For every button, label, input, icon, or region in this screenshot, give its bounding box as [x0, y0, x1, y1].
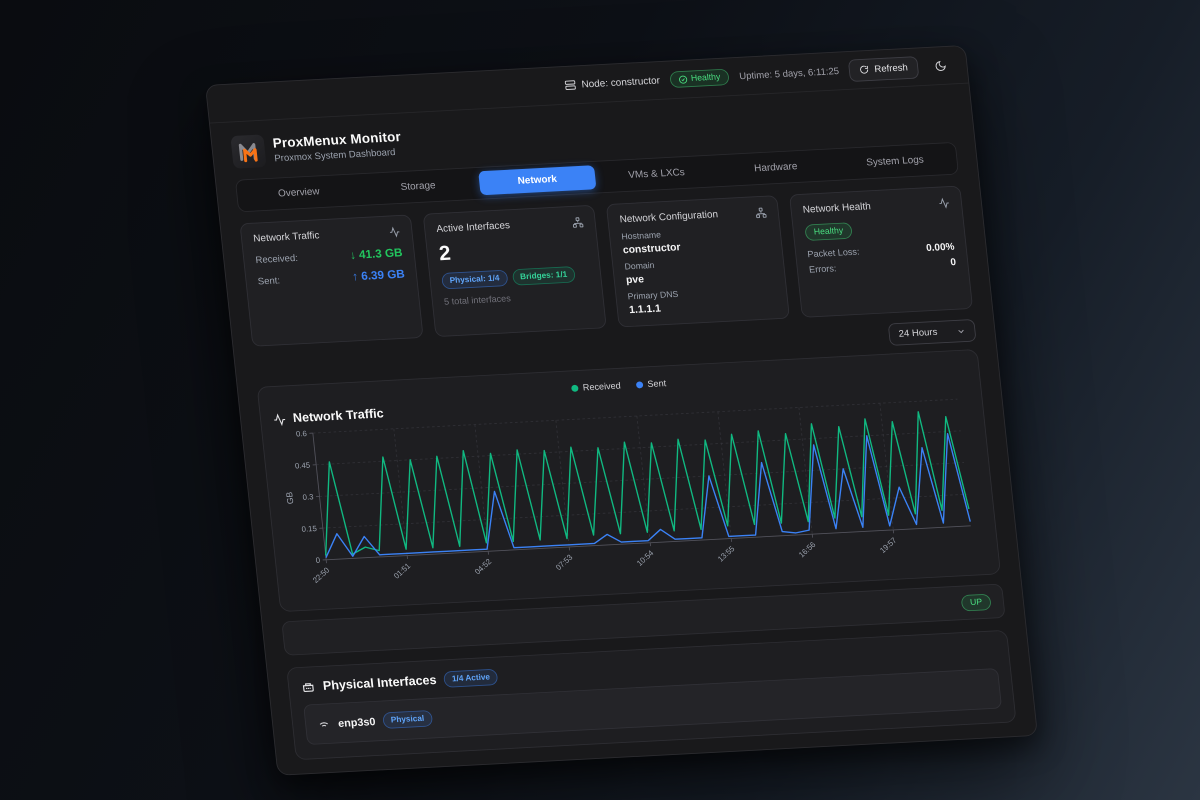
interface-row-enp3s0[interactable]: enp3s0 Physical — [303, 668, 1003, 745]
card-title: Network Configuration — [619, 209, 719, 225]
top-header: Node: constructor Healthy Uptime: 5 days… — [205, 45, 969, 124]
svg-text:0.3: 0.3 — [302, 492, 314, 501]
sent-label: Sent: — [257, 275, 281, 287]
packet-loss-value: 0.00% — [925, 241, 955, 254]
network-traffic-chart: 22:50 01:51 04:52 07:53 10:54 13:55 16:56 19:57… — [284, 398, 971, 585]
brand: ProxMenux Monitor Proxmox System Dashboa… — [230, 95, 955, 171]
moon-icon — [935, 60, 946, 71]
health-card-badge: Healthy — [804, 222, 853, 241]
network-traffic-card: Network Traffic Received: ↓ 41.3 GB Sent… — [239, 214, 424, 347]
bridges-count-badge: Bridges: 1/1 — [511, 266, 576, 286]
network-configuration-card: Network Configuration Hostname construct… — [605, 195, 790, 328]
activity-icon — [274, 412, 286, 426]
dashboard-window: Node: constructor Healthy Uptime: 5 days… — [205, 44, 1038, 776]
legend-dot — [571, 384, 579, 392]
active-interfaces-card: Active Interfaces 2 Physical: 1/4 Bridge… — [422, 204, 607, 338]
network-icon — [572, 217, 584, 228]
legend-item-sent: Sent — [635, 377, 667, 392]
svg-text:16:56: 16:56 — [797, 540, 817, 559]
refresh-button[interactable]: Refresh — [848, 55, 920, 82]
card-title: Active Interfaces — [435, 220, 511, 235]
svg-text:GB: GB — [284, 491, 295, 504]
chevron-down-icon — [958, 329, 964, 333]
card-title: Network Traffic — [252, 230, 320, 245]
health-status-badge: Healthy — [669, 68, 730, 88]
card-title: Network Health — [802, 201, 872, 216]
check-circle-icon — [679, 75, 688, 84]
sent-value: ↑ 6.39 GB — [351, 267, 406, 283]
proxmenux-logo — [230, 134, 267, 169]
wifi-icon — [319, 722, 329, 729]
svg-text:0.45: 0.45 — [295, 461, 311, 471]
node-label: Node: constructor — [580, 75, 661, 90]
physical-count-badge: Physical: 1/4 — [441, 269, 509, 290]
tab-hardware[interactable]: Hardware — [753, 161, 798, 174]
svg-text:0: 0 — [315, 556, 320, 565]
network-health-card: Network Health Healthy Packet Loss: 0.00… — [789, 185, 974, 318]
physical-interfaces-section: Physical Interfaces 1/4 Active enp3s0 Ph… — [286, 629, 1017, 761]
legend-dot — [635, 381, 644, 389]
svg-text:01:51: 01:51 — [392, 561, 412, 580]
svg-text:22:50: 22:50 — [311, 566, 331, 585]
svg-text:0.15: 0.15 — [301, 524, 317, 534]
node-info: Node: constructor — [565, 75, 661, 91]
errors-label: Errors: — [808, 263, 837, 276]
received-label: Received: — [255, 252, 299, 266]
packet-loss-label: Packet Loss: — [806, 246, 861, 260]
interface-type-badge: Physical — [382, 710, 433, 729]
interface-name: enp3s0 — [337, 715, 376, 730]
up-status-badge: UP — [960, 593, 992, 612]
tab-system-logs[interactable]: System Logs — [865, 154, 925, 169]
activity-icon — [939, 197, 949, 209]
time-range-value: 24 Hours — [898, 327, 938, 340]
legend-item-received: Received — [571, 379, 621, 395]
uptime-label: Uptime: 5 days, 6:11:25 — [738, 65, 840, 82]
tab-overview[interactable]: Overview — [277, 186, 321, 200]
errors-value: 0 — [949, 257, 957, 268]
svg-text:13:55: 13:55 — [716, 544, 736, 563]
refresh-icon — [860, 65, 869, 74]
activity-icon — [389, 226, 400, 238]
time-range-select[interactable]: 24 Hours — [888, 319, 977, 346]
theme-toggle-button[interactable] — [927, 53, 954, 78]
network-traffic-chart-card: Received Sent Network Traffic 22:50 01:51 0… — [256, 349, 1001, 613]
svg-text:07:53: 07:53 — [554, 553, 574, 572]
received-value: ↓ 41.3 GB — [349, 245, 404, 262]
ethernet-port-icon — [302, 682, 314, 692]
physical-interfaces-title: Physical Interfaces — [322, 673, 438, 693]
svg-text:10:54: 10:54 — [635, 548, 656, 568]
tab-storage[interactable]: Storage — [400, 180, 437, 193]
server-icon — [565, 80, 577, 90]
tab-network[interactable]: Network — [478, 165, 597, 196]
stat-cards-row: Network Traffic Received: ↓ 41.3 GB Sent… — [239, 185, 974, 347]
active-interfaces-count: 2 — [437, 241, 452, 266]
svg-text:04:52: 04:52 — [473, 557, 493, 576]
total-interfaces-label: 5 total interfaces — [443, 293, 512, 308]
svg-text:0.6: 0.6 — [296, 429, 308, 438]
svg-text:19:57: 19:57 — [878, 536, 898, 555]
network-tree-icon — [756, 207, 767, 219]
tab-vms-lxcs[interactable]: VMs & LXCs — [627, 167, 686, 181]
active-count-badge: 1/4 Active — [443, 668, 499, 688]
